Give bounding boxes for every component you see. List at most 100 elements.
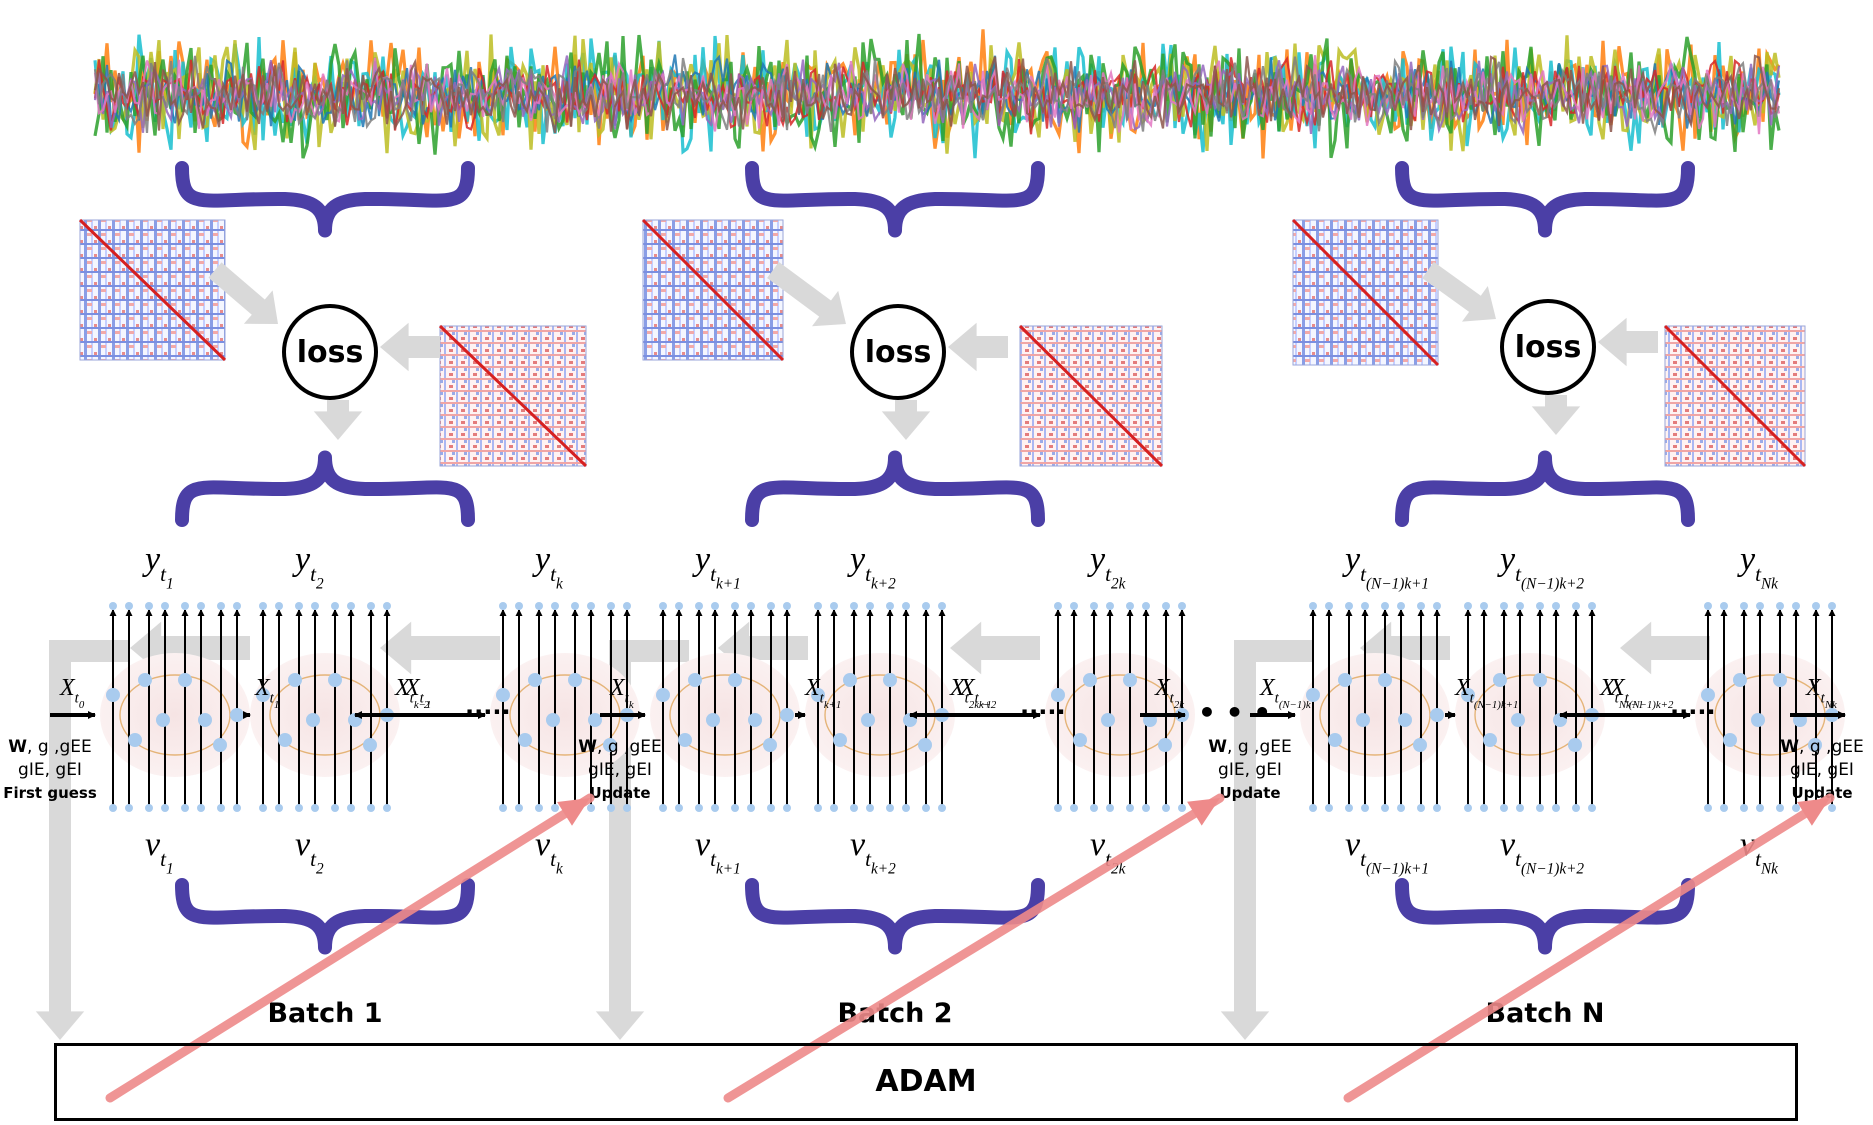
input-node [1572, 804, 1580, 812]
input-node [367, 804, 375, 812]
input-node [938, 804, 946, 812]
params-line1: W, g ,gEE [8, 737, 91, 757]
y-output-label: ytk [532, 541, 564, 592]
input-node [731, 804, 739, 812]
input-node [830, 804, 838, 812]
gray-arrow [881, 400, 931, 440]
matrix-diagonal [1018, 324, 1164, 468]
neuron-node [1338, 673, 1352, 687]
network-units [100, 602, 1845, 812]
network-unit [1300, 602, 1450, 812]
adam-label: ADAM [875, 1064, 977, 1099]
prediction-brace [1395, 450, 1695, 527]
output-node [866, 602, 874, 610]
gray-arrow [380, 621, 500, 675]
neuron-node [230, 708, 244, 722]
output-node [181, 602, 189, 610]
y-output-label: yt2k [1087, 541, 1127, 592]
input-node [1433, 804, 1441, 812]
matrix-diagonal [78, 218, 227, 362]
loss-circle [282, 304, 378, 400]
x-state-label: Xtk [609, 675, 634, 711]
loss-node: loss [1500, 299, 1596, 395]
output-node [367, 602, 375, 610]
output-node [1588, 602, 1596, 610]
neuron-node [546, 713, 560, 727]
output-node [1536, 602, 1544, 610]
neuron-node [688, 673, 702, 687]
gray-arrows-layer [35, 261, 1710, 1040]
y-output-label: yt2 [292, 541, 324, 592]
input-node [181, 804, 189, 812]
x-state-label: Xtk−1 [394, 675, 431, 711]
ellipsis: • • • [1198, 696, 1271, 729]
output-node [1740, 602, 1748, 610]
gray-arrow [767, 262, 846, 327]
neuron-node [780, 708, 794, 722]
input-node [783, 804, 791, 812]
neuron-node [256, 688, 270, 702]
gray-arrow [1620, 621, 1710, 675]
input-node [1070, 804, 1078, 812]
v-input-label: vtk+1 [695, 826, 741, 877]
output-node [515, 602, 523, 610]
neuron-node [128, 733, 142, 747]
neuron-node [728, 673, 742, 687]
params-line3: Update [1791, 784, 1852, 802]
x-state-label: XtNk−1 [1599, 675, 1644, 711]
output-node [1433, 602, 1441, 610]
network-unit [1455, 602, 1605, 812]
loss-node: loss [282, 304, 378, 400]
neuron-node [518, 733, 532, 747]
input-node [1417, 804, 1425, 812]
neuron-node [1723, 733, 1737, 747]
neuron-node [843, 673, 857, 687]
x-state-label: Xt(N−1)k [1259, 675, 1311, 711]
input-node [383, 804, 391, 812]
output-node [1812, 602, 1820, 610]
input-node [1536, 804, 1544, 812]
correlation-matrix [438, 324, 588, 468]
neuron-node [1083, 673, 1097, 687]
y-output-label: yt1 [142, 541, 174, 592]
input-node [1397, 804, 1405, 812]
neuron-node [1751, 713, 1765, 727]
output-node [938, 602, 946, 610]
output-node [747, 602, 755, 610]
correlation-matrix [1291, 218, 1440, 367]
neuron-node [1733, 673, 1747, 687]
output-node [695, 602, 703, 610]
neuron-node [603, 738, 617, 752]
gray-arrow [1220, 950, 1270, 1040]
x-state-label: Xt2 [404, 675, 430, 711]
neuron-node [1398, 713, 1412, 727]
params-line2: gIE, gEI [1790, 760, 1854, 780]
gray-arrow-shaft [49, 640, 71, 975]
matrix-diagonal [641, 218, 785, 362]
input-node [814, 804, 822, 812]
batch-label: Batch 1 [267, 998, 382, 1029]
data-window-brace [175, 161, 475, 238]
network-unit [250, 602, 400, 812]
y-output-label: ytk+1 [692, 541, 741, 592]
ellipsis: ····· [465, 698, 511, 726]
neuron-node [178, 673, 192, 687]
output-node [922, 602, 930, 610]
output-node [1756, 602, 1764, 610]
neuron-node [748, 713, 762, 727]
params-line3: First guess [3, 784, 97, 802]
output-node [1106, 602, 1114, 610]
output-node [551, 602, 559, 610]
output-node [259, 602, 267, 610]
neuron-node [1568, 738, 1582, 752]
output-node [1070, 602, 1078, 610]
x-state-label: Xt0 [59, 675, 85, 711]
input-node [1588, 804, 1596, 812]
output-node [1552, 602, 1560, 610]
neuron-node [363, 738, 377, 752]
output-node [383, 602, 391, 610]
input-node [607, 804, 615, 812]
input-node [1126, 804, 1134, 812]
loss-nodes: loss loss loss [282, 299, 1596, 400]
neuron-node [1306, 688, 1320, 702]
